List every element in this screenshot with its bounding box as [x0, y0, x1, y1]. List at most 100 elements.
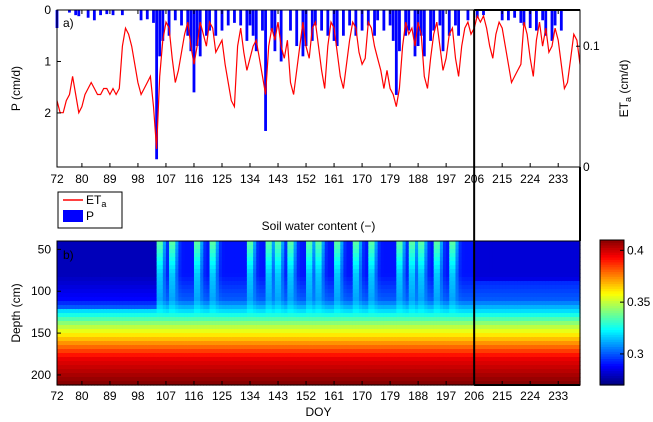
- heatmap-cell: [433, 241, 438, 246]
- heatmap-cell: [231, 373, 236, 378]
- heatmap-cell: [212, 309, 217, 314]
- heatmap-cell: [278, 345, 282, 350]
- heatmap-cell: [461, 337, 466, 342]
- precip-bar: [348, 10, 352, 26]
- heatmap-cell: [103, 313, 108, 318]
- heatmap-cell: [106, 313, 111, 318]
- heatmap-cell: [141, 297, 145, 302]
- heatmap-cell: [268, 329, 273, 334]
- heatmap-cell: [274, 333, 279, 338]
- heatmap-cell: [78, 373, 83, 378]
- heatmap-cell: [256, 313, 260, 318]
- heatmap-cell: [464, 365, 469, 370]
- heatmap-cell: [458, 333, 463, 338]
- heatmap-cell: [408, 257, 413, 262]
- heatmap-cell: [203, 349, 208, 354]
- heatmap-cell: [439, 313, 444, 318]
- heatmap-cell: [159, 365, 164, 370]
- heatmap-cell: [75, 241, 80, 246]
- heatmap-cell: [343, 377, 348, 382]
- heatmap-cell: [221, 281, 226, 286]
- heatmap-cell: [346, 297, 351, 302]
- heatmap-cell: [200, 245, 204, 250]
- heatmap-cell: [190, 269, 195, 274]
- heatmap-cell: [85, 377, 89, 382]
- heatmap-cell: [63, 313, 67, 318]
- heatmap-cell: [206, 305, 211, 310]
- heatmap-cell: [458, 373, 463, 378]
- heatmap-cell: [324, 333, 329, 338]
- heatmap-cell: [390, 369, 394, 374]
- heatmap-cell: [281, 361, 285, 366]
- heatmap-cell: [402, 345, 407, 350]
- heatmap-cell: [306, 269, 310, 274]
- heatmap-cell: [122, 361, 127, 366]
- heatmap-cell: [125, 241, 130, 246]
- heatmap-cell: [162, 357, 167, 362]
- heatmap-cell: [187, 345, 192, 350]
- heatmap-cell: [85, 361, 89, 366]
- heatmap-cell: [203, 301, 208, 306]
- heatmap-cell: [203, 369, 208, 374]
- heatmap-cell: [215, 341, 220, 346]
- heatmap-cell: [91, 321, 95, 326]
- heatmap-cell: [383, 297, 388, 302]
- heatmap-cell: [281, 381, 285, 386]
- heatmap-cell: [396, 373, 401, 378]
- heatmap-cell: [362, 285, 366, 290]
- heatmap-cell: [125, 361, 130, 366]
- heatmap-cell: [256, 341, 260, 346]
- heatmap-cell: [169, 273, 173, 278]
- heatmap-cell: [418, 253, 422, 258]
- heatmap-cell: [374, 349, 379, 354]
- heatmap-cell: [399, 357, 404, 362]
- heatmap-cell: [181, 293, 186, 298]
- heatmap-cell: [383, 357, 388, 362]
- heatmap-cell: [169, 349, 173, 354]
- heatmap-cell: [209, 381, 214, 386]
- heatmap-cell: [427, 381, 432, 386]
- heatmap-cell: [178, 309, 183, 314]
- heatmap-cell: [125, 305, 130, 310]
- heatmap-cell: [290, 321, 295, 326]
- heatmap-cell: [63, 325, 67, 330]
- heatmap-cell: [72, 241, 77, 246]
- heatmap-cell: [172, 285, 176, 290]
- heatmap-cell: [271, 365, 276, 370]
- heatmap-cell: [131, 241, 136, 246]
- heatmap-cell: [411, 245, 416, 250]
- heatmap-cell: [240, 337, 245, 342]
- heatmap-cell: [377, 341, 382, 346]
- heatmap-cell: [449, 369, 453, 374]
- heatmap-cell: [181, 281, 186, 286]
- heatmap-cell: [309, 377, 313, 382]
- precip-bar: [68, 10, 71, 13]
- heatmap-cell: [352, 361, 357, 366]
- heatmap-cell: [265, 261, 270, 266]
- heatmap-cell: [147, 329, 151, 334]
- heatmap-cell: [362, 329, 366, 334]
- precip-bar: [535, 10, 538, 31]
- heatmap-cell: [461, 329, 466, 334]
- heatmap-cell: [411, 365, 416, 370]
- heatmap-cell: [81, 377, 86, 382]
- heatmap-cell: [377, 289, 382, 294]
- heatmap-cell: [128, 353, 133, 358]
- heatmap-cell: [358, 325, 363, 330]
- heatmap-cell: [190, 305, 195, 310]
- heatmap-cell: [352, 321, 357, 326]
- heatmap-cell: [471, 293, 475, 298]
- heatmap-cell: [315, 345, 320, 350]
- heatmap-cell: [368, 321, 373, 326]
- heatmap-cell: [296, 361, 301, 366]
- heatmap-cell: [315, 337, 320, 342]
- heatmap-cell: [94, 337, 99, 342]
- heatmap-cell: [355, 301, 360, 306]
- heatmap-cell: [337, 273, 341, 278]
- heatmap-cell: [327, 297, 332, 302]
- heatmap-cell: [340, 265, 344, 270]
- heatmap-cell: [446, 321, 450, 326]
- heatmap-cell: [281, 345, 285, 350]
- heatmap-cell: [439, 325, 444, 330]
- heatmap-cell: [374, 365, 379, 370]
